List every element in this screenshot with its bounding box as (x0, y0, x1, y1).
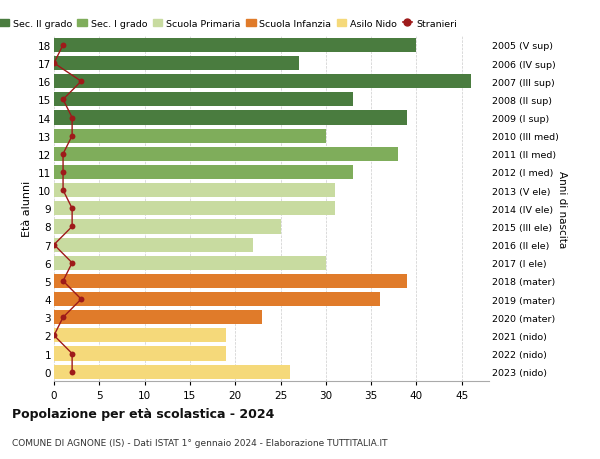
Bar (54, 93, 353, 107)
Bar (54, 365, 290, 379)
Y-axis label: Anni di nascita: Anni di nascita (557, 170, 567, 247)
Y-axis label: Età alunni: Età alunni (22, 181, 32, 237)
Point (58, 169, 68, 176)
Bar (54, 220, 281, 234)
Bar (54, 310, 262, 325)
Bar (54, 111, 407, 125)
Point (67, 350, 77, 358)
Text: COMUNE DI AGNONE (IS) - Dati ISTAT 1° gennaio 2024 - Elaborazione TUTTITALIA.IT: COMUNE DI AGNONE (IS) - Dati ISTAT 1° ge… (12, 438, 388, 448)
Point (49, 60, 59, 67)
Point (67, 223, 77, 230)
Bar (54, 292, 380, 307)
Legend: Sec. II grado, Sec. I grado, Scuola Primaria, Scuola Infanzia, Asilo Nido, Stran: Sec. II grado, Sec. I grado, Scuola Prim… (0, 20, 457, 28)
Bar (54, 329, 226, 343)
Point (67, 115, 77, 122)
Point (58, 42, 68, 50)
Bar (54, 184, 335, 198)
Point (58, 187, 68, 195)
Point (67, 205, 77, 213)
Bar (54, 147, 398, 162)
Bar (54, 256, 326, 270)
Bar (54, 57, 299, 71)
Point (49, 241, 59, 249)
Point (67, 133, 77, 140)
Bar (54, 75, 471, 89)
Bar (54, 202, 335, 216)
Point (58, 151, 68, 158)
Text: Popolazione per età scolastica - 2024: Popolazione per età scolastica - 2024 (12, 407, 274, 420)
Bar (54, 166, 353, 179)
Bar (54, 238, 253, 252)
Point (58, 314, 68, 321)
Point (67, 368, 77, 375)
Bar (54, 274, 407, 288)
Bar (54, 39, 416, 53)
Point (76, 78, 86, 86)
Point (67, 259, 77, 267)
Point (76, 296, 86, 303)
Point (58, 278, 68, 285)
Bar (54, 347, 226, 361)
Point (58, 96, 68, 104)
Bar (54, 129, 326, 143)
Point (49, 332, 59, 339)
